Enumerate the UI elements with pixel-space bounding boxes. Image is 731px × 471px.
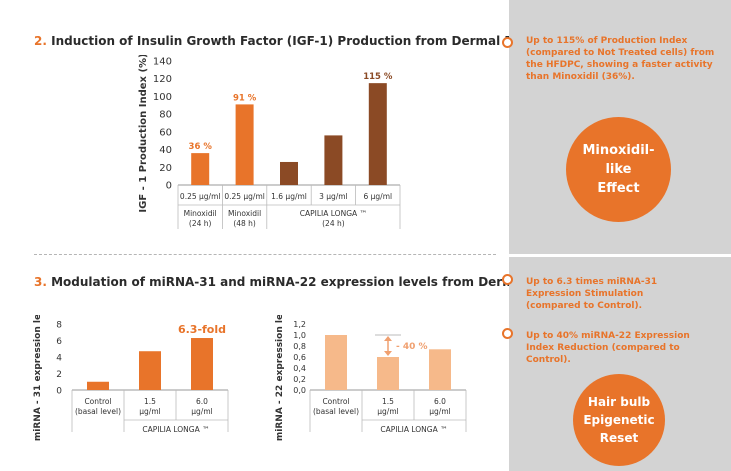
bar xyxy=(324,135,343,185)
y-tick-label: 40 xyxy=(159,145,172,156)
group-label: CAPILIA LONGA ™ xyxy=(142,425,209,434)
y-axis-label: miRNA - 22 expression level xyxy=(275,315,285,441)
minoxidil-like-badge-text: Minoxidil- like Effect xyxy=(582,141,654,198)
x-tick-label: µg/ml xyxy=(139,407,160,416)
group-label: CAPILIA LONGA ™ xyxy=(380,425,447,434)
bar xyxy=(191,338,213,390)
x-tick-label: 6.0 xyxy=(196,397,208,406)
x-tick-label: Control xyxy=(322,397,349,406)
bar xyxy=(139,351,161,390)
x-tick-label: 1.6 µg/ml xyxy=(271,192,307,201)
badge-line: Reset xyxy=(599,431,639,445)
bar xyxy=(87,381,109,390)
y-tick-label: 120 xyxy=(153,74,172,85)
y-tick-label: 8 xyxy=(56,321,62,331)
arrow-up-icon xyxy=(384,336,392,341)
badge-line: Hair bulb xyxy=(587,395,651,409)
y-tick-label: 1,2 xyxy=(293,320,306,329)
note-igf1: Up to 115% of Production Index (compared… xyxy=(526,36,715,82)
bullet-icon xyxy=(502,328,513,339)
value-label: 115 % xyxy=(363,72,393,82)
section-2-number: 2. xyxy=(34,34,47,48)
section-3-title-text: Modulation of miRNA-31 and miRNA-22 expr… xyxy=(51,275,614,289)
x-tick-label: µg/ml xyxy=(377,407,398,416)
epigenetic-reset-badge-text: Hair bulb Epigenetic Reset xyxy=(583,393,654,447)
group-label: (48 h) xyxy=(233,219,256,228)
bar xyxy=(235,104,254,185)
badge-line: like xyxy=(605,162,632,177)
bar xyxy=(429,349,451,390)
bar xyxy=(280,161,298,185)
group-label: Minoxidil xyxy=(184,209,217,218)
x-tick-label: Control xyxy=(84,397,111,406)
y-tick-label: 0 xyxy=(56,387,62,397)
group-label: (24 h) xyxy=(322,219,345,228)
y-axis-label: miRNA - 31 expression level xyxy=(33,315,43,441)
bar xyxy=(325,335,347,390)
section-2-title-text: Induction of Insulin Growth Factor (IGF-… xyxy=(51,34,592,48)
y-tick-label: 2 xyxy=(56,370,62,380)
y-tick-label: 0,4 xyxy=(293,364,306,373)
x-tick-label: 6.0 xyxy=(434,397,446,406)
x-tick-label: (basal level) xyxy=(75,407,121,416)
y-tick-label: 20 xyxy=(159,163,172,174)
section-divider xyxy=(34,254,496,255)
note-mirna31: Up to 6.3 times miRNA-31 Expression Stim… xyxy=(526,277,658,311)
x-tick-label: µg/ml xyxy=(191,407,212,416)
y-tick-label: 0,6 xyxy=(293,353,306,362)
value-label: 36 % xyxy=(189,142,213,152)
epigenetic-reset-badge: Hair bulb Epigenetic Reset xyxy=(573,374,665,466)
value-label: 91 % xyxy=(233,93,257,103)
bullet-icon xyxy=(502,37,513,48)
group-label: Minoxidil xyxy=(228,209,261,218)
bar xyxy=(191,153,210,185)
bar xyxy=(377,357,399,390)
igf1-chart: 0 20 40 60 80 100 120 140 IGF - 1 Production Ind… xyxy=(138,55,401,229)
y-tick-label: 60 xyxy=(159,127,172,138)
group-label: (24 h) xyxy=(189,219,212,228)
bullet-icon xyxy=(502,274,513,285)
arrow-down-icon xyxy=(384,351,392,356)
y-tick-label: 80 xyxy=(159,110,172,121)
x-tick-label: 0.25 µg/ml xyxy=(224,192,265,201)
side-panel-divider xyxy=(509,254,731,257)
badge-line: Effect xyxy=(597,181,640,196)
note-mirna22: Up to 40% miRNA-22 Expression Index Redu… xyxy=(526,331,690,365)
y-tick-label: 140 xyxy=(153,57,172,68)
group-label: CAPILIA LONGA ™ xyxy=(300,209,367,218)
section-2-title: 2. Induction of Insulin Growth Factor (I… xyxy=(34,34,591,48)
mirna22-chart: miRNA - 22 expression level 0,0 0,2 0,4 0,6 0… xyxy=(275,315,467,441)
section-3-title: 3. Modulation of miRNA-31 and miRNA-22 e… xyxy=(34,275,614,289)
x-tick-label: 3 µg/ml xyxy=(319,192,348,201)
y-tick-label: 6 xyxy=(56,337,62,347)
annotation-label: - 40 % xyxy=(396,342,428,352)
y-tick-label: 0,8 xyxy=(293,342,306,351)
x-tick-label: (basal level) xyxy=(313,407,359,416)
x-tick-label: 0.25 µg/ml xyxy=(180,192,221,201)
y-axis-label: IGF - 1 Production Index (%) xyxy=(138,55,149,213)
y-tick-label: 4 xyxy=(56,354,62,364)
x-tick-label: 1.5 xyxy=(144,397,156,406)
x-tick-label: 6 µg/ml xyxy=(363,192,392,201)
y-tick-label: 0,2 xyxy=(293,375,306,384)
section-3-number: 3. xyxy=(34,275,47,289)
badge-line: Epigenetic xyxy=(583,413,655,427)
x-tick-label: 1.5 xyxy=(382,397,394,406)
y-tick-label: 0 xyxy=(166,181,172,192)
badge-line: Minoxidil- xyxy=(582,143,655,158)
annotation-label: 6.3-fold xyxy=(178,323,226,336)
y-tick-label: 0,0 xyxy=(293,386,306,395)
minoxidil-like-badge: Minoxidil- like Effect xyxy=(566,117,671,222)
y-tick-label: 1,0 xyxy=(293,331,306,340)
x-tick-label: µg/ml xyxy=(429,407,450,416)
mirna31-chart: miRNA - 31 expression level 0 2 4 6 8 Control(… xyxy=(33,315,229,441)
y-tick-label: 100 xyxy=(153,92,172,103)
bar xyxy=(368,83,387,185)
